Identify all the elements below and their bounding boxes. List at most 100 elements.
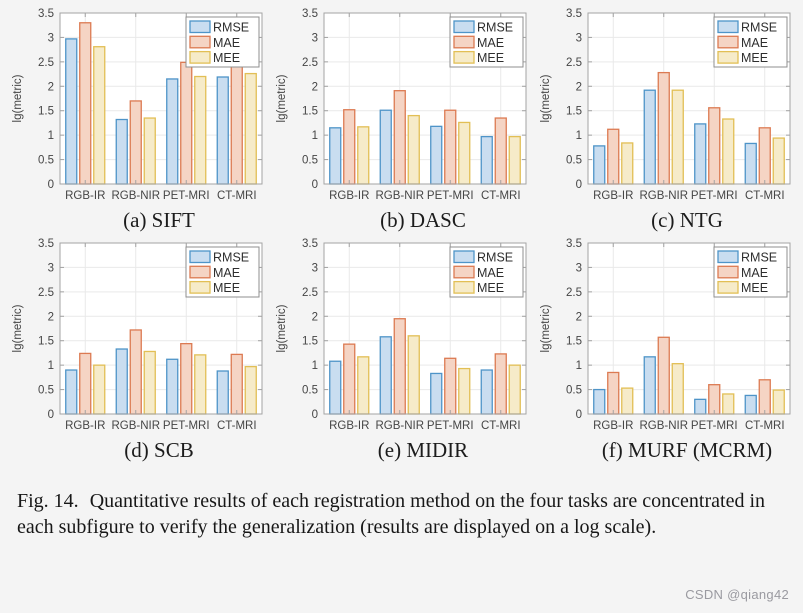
x-tick-label: RGB-NIR: [375, 190, 424, 202]
y-tick-label: 3: [576, 32, 582, 44]
bar: [407, 114, 420, 185]
y-tick-label: 1: [48, 360, 54, 372]
legend-swatch: [189, 250, 211, 264]
y-tick-label: 2.5: [38, 57, 54, 69]
x-tick-label: CT-MRI: [217, 420, 257, 432]
y-tick-label: 0: [48, 409, 54, 421]
subplot: 0 0.5 1 1.5 2 2.5 3 3.5 RGB-IR RGB-NIR PET-MRI CT-M…: [7, 236, 271, 466]
bar: [343, 109, 356, 185]
y-tick-label: 3.5: [38, 8, 54, 20]
bar-chart: 0 0.5 1 1.5 2 2.5 3 3.5 RGB-IR RGB-NIR PET-MRI CT-M…: [276, 8, 527, 202]
legend-swatch: [189, 20, 211, 34]
bar: [508, 364, 521, 415]
legend-label: MEE: [213, 281, 240, 295]
legend-swatch: [453, 50, 475, 64]
y-tick-label: 2.5: [566, 287, 582, 299]
y-tick-label: 3.5: [302, 238, 318, 250]
page: 0 0.5 1 1.5 2 2.5 3 3.5 RGB-IR RGB-NIR PET-MRI CT-M…: [7, 6, 799, 602]
bar: [143, 350, 156, 415]
bar: [393, 90, 406, 185]
y-tick-label: 1: [312, 130, 318, 142]
bar: [129, 100, 142, 185]
y-tick-label: 0: [312, 409, 318, 421]
y-tick-label: 1: [48, 130, 54, 142]
legend-swatch: [189, 35, 211, 49]
x-tick-label: RGB-NIR: [639, 420, 688, 432]
y-tick-label: 2: [312, 81, 318, 93]
y-tick-label: 1.5: [38, 106, 54, 118]
bar: [593, 388, 606, 415]
x-tick-label: RGB-IR: [65, 420, 105, 432]
legend-swatch: [189, 280, 211, 294]
bar: [494, 117, 507, 185]
bar: [129, 329, 142, 415]
y-axis-label: lg(metric): [12, 304, 24, 352]
bar: [671, 363, 684, 415]
y-tick-label: 3.5: [566, 8, 582, 20]
legend-label: RMSE: [213, 251, 249, 265]
subplot: 0 0.5 1 1.5 2 2.5 3 3.5 RGB-IR RGB-NIR PET-MRI CT-M…: [535, 6, 799, 236]
bar: [458, 367, 471, 415]
bar: [329, 127, 342, 185]
y-axis-label: lg(metric): [12, 74, 24, 122]
y-tick-label: 2: [48, 311, 54, 323]
axis-box: [323, 12, 527, 185]
bar: [143, 117, 156, 185]
x-tick-label: RGB-NIR: [111, 190, 160, 202]
legend-swatch: [453, 250, 475, 264]
legend-swatch: [717, 20, 739, 34]
bar: [93, 364, 106, 415]
y-tick-label: 2: [576, 81, 582, 93]
y-tick-label: 2.5: [302, 57, 318, 69]
legend-swatch: [453, 265, 475, 279]
y-axis-label: lg(metric): [276, 74, 288, 122]
subplot: 0 0.5 1 1.5 2 2.5 3 3.5 RGB-IR RGB-NIR PET-MRI CT-M…: [535, 236, 799, 466]
legend-label: MAE: [477, 266, 504, 280]
bar: [657, 336, 670, 415]
subfigure-caption: (b) DASC: [380, 208, 466, 232]
legend-swatch: [717, 280, 739, 294]
y-tick-label: 3.5: [302, 8, 318, 20]
y-tick-label: 1.5: [38, 336, 54, 348]
legend-swatch: [189, 50, 211, 64]
y-tick-label: 0: [576, 409, 582, 421]
bar: [444, 109, 457, 185]
y-tick-label: 1.5: [566, 106, 582, 118]
bar: [722, 118, 735, 185]
bar: [508, 135, 521, 185]
bar: [194, 75, 207, 185]
y-tick-label: 0: [48, 179, 54, 191]
y-axis-label: lg(metric): [540, 74, 552, 122]
legend-swatch: [717, 265, 739, 279]
y-tick-label: 2: [576, 311, 582, 323]
bar-chart: 0 0.5 1 1.5 2 2.5 3 3.5 RGB-IR RGB-NIR PET-MRI CT-M…: [276, 238, 527, 432]
bar: [607, 371, 620, 415]
bar: [357, 356, 370, 415]
x-tick-label: PET-MRI: [691, 190, 738, 202]
y-tick-label: 3: [48, 262, 54, 274]
subfigure-caption: (d) SCB: [124, 438, 194, 462]
bar-chart: 0 0.5 1 1.5 2 2.5 3 3.5 RGB-IR RGB-NIR PET-MRI CT-M…: [12, 8, 263, 202]
y-tick-label: 2.5: [302, 287, 318, 299]
subfigure-caption: (a) SIFT: [123, 208, 195, 232]
y-tick-label: 2: [48, 81, 54, 93]
bar: [393, 318, 406, 415]
y-tick-label: 3: [48, 32, 54, 44]
bar: [643, 356, 656, 415]
subplot: 0 0.5 1 1.5 2 2.5 3 3.5 RGB-IR RGB-NIR PET-MRI CT-M…: [271, 6, 535, 236]
x-tick-label: RGB-IR: [329, 190, 369, 202]
bar: [621, 387, 634, 415]
bar: [180, 61, 193, 185]
x-tick-label: RGB-IR: [593, 420, 633, 432]
legend-label: MAE: [213, 266, 240, 280]
bar: [593, 145, 606, 185]
bar: [244, 365, 257, 415]
legend-label: MAE: [741, 36, 768, 50]
figure-caption-label: Fig. 14.: [17, 490, 79, 512]
x-tick-label: RGB-NIR: [111, 420, 160, 432]
bar: [458, 121, 471, 185]
x-tick-label: RGB-IR: [65, 190, 105, 202]
bar: [79, 352, 92, 415]
